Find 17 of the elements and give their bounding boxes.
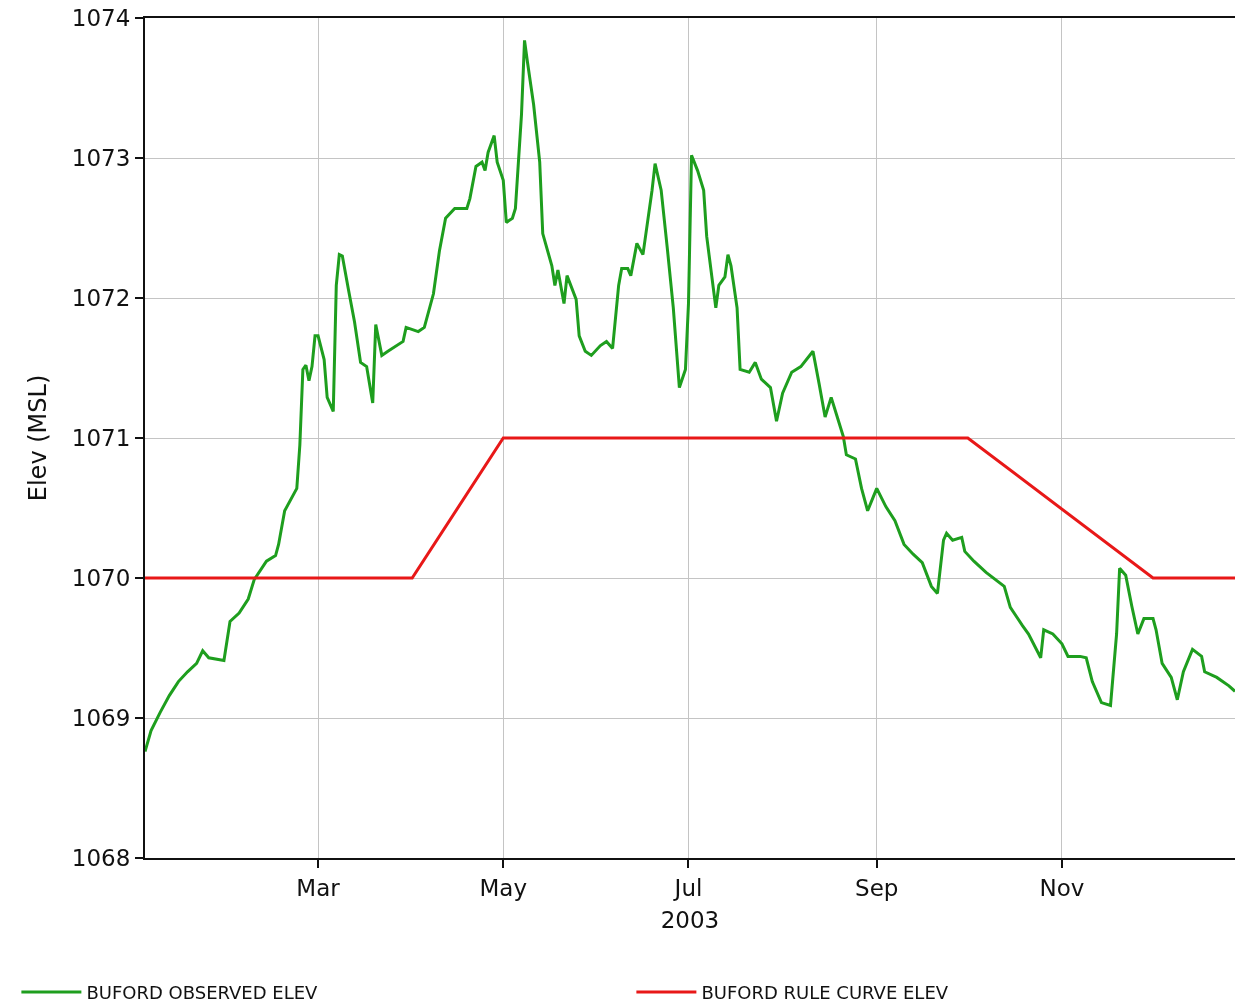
y-tick-label: 1074 [71, 5, 131, 32]
y-tick-label: 1069 [71, 705, 131, 732]
y-tick-label: 1072 [71, 285, 131, 312]
x-tick-label: Mar [296, 874, 341, 901]
x-tick-label: May [479, 874, 528, 901]
y-tick-label: 1073 [71, 145, 131, 172]
x-axis-title: 2003 [660, 906, 720, 933]
y-tick-label: 1068 [71, 845, 131, 872]
y-tick-label: 1070 [71, 565, 131, 592]
y-axis-title: Elev (MSL) [24, 374, 53, 502]
legend-label: BUFORD RULE CURVE ELEV [701, 982, 949, 1004]
legend-label: BUFORD OBSERVED ELEV [86, 982, 319, 1004]
y-tick-label: 1071 [71, 425, 131, 452]
x-tick-label: Nov [1039, 874, 1085, 901]
x-tick-label: Sep [855, 874, 899, 901]
line-series [145, 38, 1235, 754]
x-tick-label: Jul [672, 874, 703, 901]
